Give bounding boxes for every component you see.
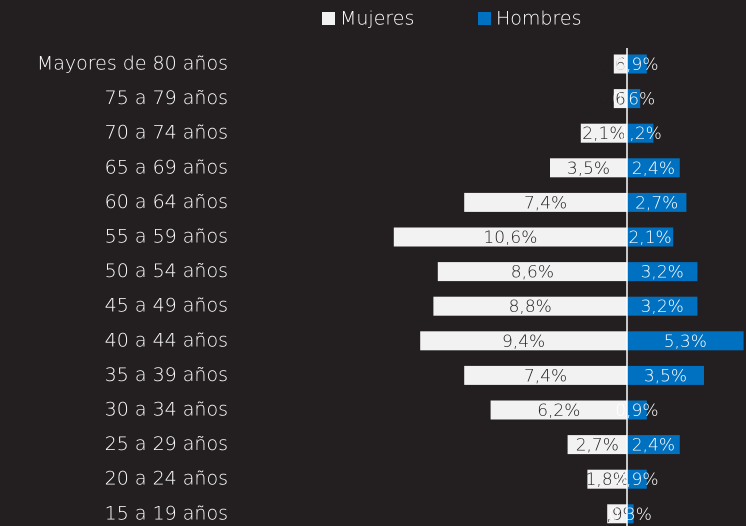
bar bbox=[587, 469, 627, 489]
value-label: 3,2% bbox=[641, 297, 684, 317]
value-label: 0,9% bbox=[615, 470, 658, 490]
bar bbox=[490, 400, 627, 420]
value-label: 2,4% bbox=[632, 436, 675, 456]
bar bbox=[613, 54, 627, 74]
value-label: 5,3% bbox=[664, 332, 707, 352]
value-label: 0,3% bbox=[609, 505, 652, 525]
bar bbox=[627, 331, 744, 351]
category-label: Mayores de 80 años bbox=[37, 53, 228, 75]
value-label: 2,7% bbox=[576, 436, 619, 456]
value-label: 2,7% bbox=[635, 193, 678, 213]
category-label: 25 a 29 años bbox=[105, 433, 228, 455]
bar bbox=[627, 227, 674, 247]
bar bbox=[627, 262, 698, 282]
category-label: 60 a 64 años bbox=[105, 191, 228, 213]
legend-swatch bbox=[478, 12, 491, 25]
bar bbox=[420, 331, 627, 351]
value-label: 3,2% bbox=[641, 263, 684, 283]
category-label: 50 a 54 años bbox=[105, 260, 228, 282]
value-label: 3,5% bbox=[567, 159, 610, 179]
category-label: 35 a 39 años bbox=[105, 364, 228, 386]
value-label: 8,8% bbox=[509, 297, 552, 317]
bar bbox=[433, 296, 627, 316]
category-label: 75 a 79 años bbox=[105, 87, 228, 109]
value-label: 8,6% bbox=[511, 263, 554, 283]
legend-swatch bbox=[322, 12, 335, 25]
value-label: 0,9% bbox=[615, 55, 658, 75]
value-label: 2,1% bbox=[582, 124, 625, 144]
legend-label: Hombres bbox=[496, 8, 581, 30]
bar bbox=[613, 89, 627, 109]
value-label: 0,6% bbox=[612, 90, 655, 110]
value-label: 7,4% bbox=[524, 193, 567, 213]
bar bbox=[627, 469, 647, 489]
category-label: 20 a 24 años bbox=[105, 468, 228, 490]
category-label: 65 a 69 años bbox=[105, 156, 228, 178]
value-label: 1,8% bbox=[586, 470, 629, 490]
bar bbox=[627, 296, 698, 316]
bar bbox=[437, 262, 627, 282]
bar bbox=[580, 123, 627, 143]
category-label: 70 a 74 años bbox=[105, 122, 228, 144]
bar bbox=[627, 365, 704, 385]
bar bbox=[627, 158, 680, 178]
legend-label: Mujeres bbox=[340, 8, 414, 30]
value-label: 0,9% bbox=[615, 401, 658, 421]
bar bbox=[464, 365, 627, 385]
value-label: 6,2% bbox=[537, 401, 580, 421]
bar bbox=[627, 504, 634, 524]
value-label: 1,2% bbox=[619, 124, 662, 144]
bar bbox=[567, 435, 627, 455]
bar bbox=[627, 123, 654, 143]
bar bbox=[627, 54, 647, 74]
bar bbox=[627, 435, 680, 455]
value-label: 2,1% bbox=[628, 228, 671, 248]
category-label: 15 a 19 años bbox=[105, 502, 228, 524]
category-label: 55 a 59 años bbox=[105, 226, 228, 248]
bar bbox=[627, 400, 647, 420]
bar bbox=[464, 192, 627, 212]
bar bbox=[393, 227, 627, 247]
value-label: 10,6% bbox=[483, 228, 537, 248]
category-label: 45 a 49 años bbox=[105, 295, 228, 317]
bar bbox=[550, 158, 627, 178]
bar bbox=[627, 89, 641, 109]
bar bbox=[627, 192, 687, 212]
value-label: 2,4% bbox=[632, 159, 675, 179]
category-label: 30 a 34 años bbox=[105, 399, 228, 421]
category-label: 40 a 44 años bbox=[105, 329, 228, 351]
value-label: 7,4% bbox=[524, 366, 567, 386]
value-label: 3,5% bbox=[644, 366, 687, 386]
value-label: 9,4% bbox=[502, 332, 545, 352]
bar bbox=[607, 504, 627, 524]
